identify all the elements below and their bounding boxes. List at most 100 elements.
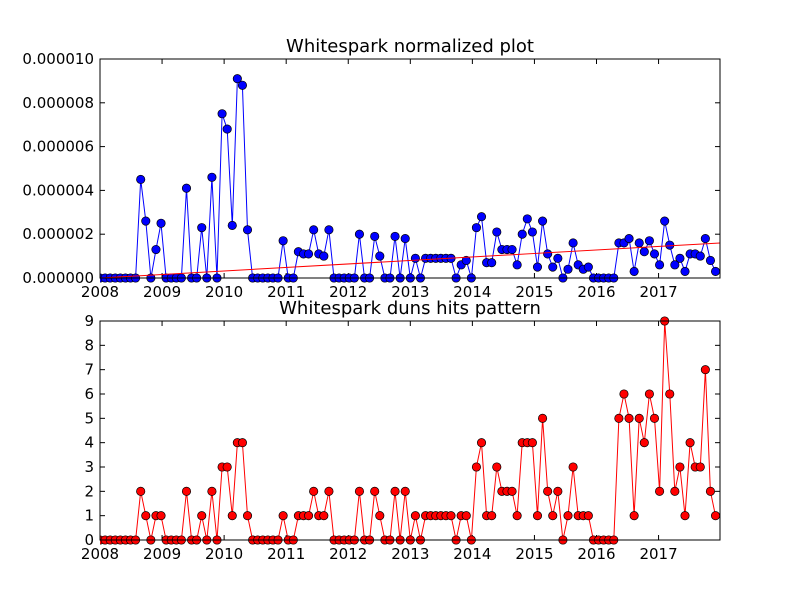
chart-normalized: Whitespark normalized plot 2008 2009 2010 20… — [22, 36, 721, 301]
x-tick-label: 2010 — [205, 283, 243, 301]
data-point — [685, 438, 695, 448]
data-point — [670, 260, 680, 270]
data-point — [634, 238, 644, 248]
data-point — [644, 389, 654, 399]
data-point — [629, 511, 639, 521]
data-point — [548, 262, 558, 272]
data-point — [553, 253, 563, 263]
y-tick-label: 2 — [84, 482, 94, 500]
x-tick-label: 2015 — [515, 545, 553, 563]
data-point — [527, 438, 537, 448]
data-point — [665, 389, 675, 399]
data-point — [512, 260, 522, 270]
data-point — [568, 238, 578, 248]
data-point — [232, 74, 242, 84]
data-point — [181, 486, 192, 496]
chart-title: Whitespark duns hits pattern — [279, 298, 541, 319]
data-point — [655, 486, 665, 496]
data-point — [710, 511, 721, 521]
y-tick-label: 7 — [84, 361, 94, 379]
y-tick-label: 0 — [84, 531, 94, 549]
data-point — [227, 220, 237, 230]
x-tick-label: 2013 — [391, 545, 429, 563]
y-tick-label: 9 — [84, 312, 94, 330]
data-point — [629, 266, 639, 276]
data-point — [487, 511, 497, 521]
data-point — [217, 109, 227, 119]
data-point — [324, 486, 334, 496]
data-point — [538, 216, 548, 226]
data-point — [237, 438, 247, 448]
data-point — [410, 253, 420, 263]
data-point — [309, 486, 319, 496]
data-point — [319, 251, 329, 261]
data-point — [370, 231, 380, 241]
data-point — [532, 511, 543, 521]
data-point — [624, 234, 634, 244]
x-tick-label: 2017 — [639, 545, 677, 563]
y-tick-label: 3 — [84, 458, 94, 476]
y-tick-label: 5 — [84, 409, 94, 427]
data-point — [644, 236, 654, 246]
y-tick-label: 0.000008 — [22, 94, 94, 112]
data-point — [543, 486, 553, 496]
data-point — [649, 413, 660, 423]
data-point — [639, 438, 649, 448]
y-tick-label: 8 — [84, 336, 94, 354]
data-point — [695, 462, 705, 472]
data-point — [151, 244, 161, 255]
y-tick-label: 0.000004 — [22, 181, 94, 199]
data-point — [304, 249, 314, 259]
data-point — [222, 124, 232, 134]
data-point — [660, 216, 670, 226]
y-tick-label: 0.000006 — [22, 138, 94, 156]
data-point — [156, 218, 166, 228]
x-tick-label: 2016 — [577, 545, 615, 563]
data-point — [242, 511, 253, 521]
data-point — [390, 486, 400, 496]
data-point — [670, 486, 680, 496]
data-point — [136, 174, 146, 184]
data-point — [370, 486, 380, 496]
data-point — [309, 225, 319, 235]
y-tick-label: 4 — [84, 434, 94, 452]
data-point — [197, 511, 207, 521]
data-point — [675, 253, 685, 263]
y-tick-label: 0.000000 — [22, 269, 94, 287]
x-tick-label: 2013 — [391, 283, 429, 301]
data-point — [700, 365, 710, 375]
data-point — [207, 172, 217, 182]
data-point — [680, 266, 690, 276]
data-point — [710, 266, 721, 276]
data-point — [538, 413, 548, 423]
x-tick-label: 2016 — [577, 283, 615, 301]
x-tick-label: 2012 — [329, 283, 367, 301]
axes-frame — [99, 320, 721, 541]
data-point — [639, 247, 649, 257]
data-point — [156, 511, 166, 521]
data-point — [354, 229, 364, 239]
data-point — [624, 413, 634, 423]
data-point — [522, 214, 532, 224]
data-point — [242, 225, 253, 235]
data-point — [197, 223, 207, 233]
data-point — [492, 227, 502, 237]
data-point — [410, 511, 420, 521]
data-point — [375, 511, 385, 521]
data-point — [492, 462, 502, 472]
data-point — [375, 251, 385, 261]
data-point — [227, 511, 237, 521]
data-point — [319, 511, 329, 521]
x-tick-label: 2011 — [267, 283, 305, 301]
data-point — [461, 255, 471, 266]
x-tick-label: 2011 — [267, 545, 305, 563]
data-point — [222, 462, 232, 472]
data-point — [655, 260, 665, 270]
y-tick-label: 1 — [84, 507, 94, 525]
data-point — [400, 486, 410, 496]
x-tick-label: 2014 — [453, 545, 491, 563]
data-point — [181, 183, 192, 193]
x-tick-label: 2012 — [329, 545, 367, 563]
data-point — [354, 486, 364, 496]
